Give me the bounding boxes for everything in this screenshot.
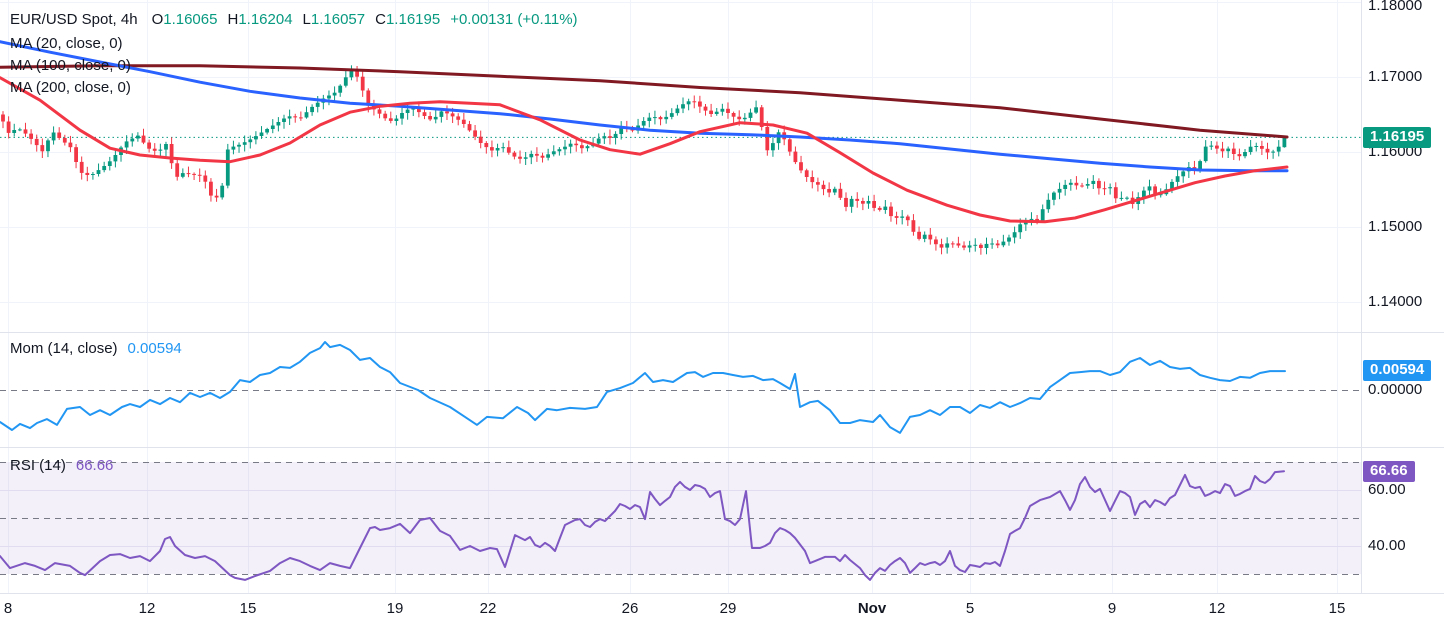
time-tick-label: 5 xyxy=(965,600,975,617)
momentum-badge: 0.00594 xyxy=(1363,360,1432,382)
axis-tick-label: 40.00 xyxy=(1368,537,1406,554)
rsi-label[interactable]: RSI (14) xyxy=(10,457,66,474)
ma200-label[interactable]: MA (200, close, 0) xyxy=(10,79,131,96)
axis-tick-label: 0.00000 xyxy=(1368,381,1423,398)
ohlc-low: L1.16057 xyxy=(302,11,366,28)
legend-momentum: Mom (14, close) 0.00594 xyxy=(10,340,182,357)
time-tick-label: 8 xyxy=(3,600,13,617)
momentum-label[interactable]: Mom (14, close) xyxy=(10,340,118,357)
ma100-line xyxy=(0,40,1289,173)
time-tick-label: 9 xyxy=(1107,600,1117,617)
ohlc-open: O1.16065 xyxy=(151,11,218,28)
time-tick-label: 26 xyxy=(621,600,639,617)
axis-tick-label: 60.00 xyxy=(1368,481,1406,498)
axis-tick-label: 1.17000 xyxy=(1368,68,1423,85)
time-tick-label: 12 xyxy=(1208,600,1226,617)
time-tick-label: 15 xyxy=(1328,600,1346,617)
price-change: +0.00131 (+0.11%) xyxy=(450,11,578,28)
ma20-label[interactable]: MA (20, close, 0) xyxy=(10,35,123,52)
symbol-title[interactable]: EUR/USD Spot, 4h xyxy=(10,11,138,28)
ma20-line xyxy=(0,76,1289,224)
time-tick-label: 15 xyxy=(239,600,257,617)
axis-tick-label: 1.15000 xyxy=(1368,218,1423,235)
legend-rsi: RSI (14) 66.66 xyxy=(10,457,113,474)
ohlc-close: C1.16195 xyxy=(375,11,441,28)
momentum-line xyxy=(0,341,1286,434)
time-tick-label: Nov xyxy=(857,600,887,617)
momentum-value: 0.00594 xyxy=(127,340,182,357)
price-badge: 1.16195 xyxy=(1363,126,1432,148)
candles xyxy=(1,65,1287,255)
rsi-line xyxy=(0,470,1285,581)
time-tick-label: 22 xyxy=(479,600,497,617)
rsi-value: 66.66 xyxy=(75,457,114,474)
ma100-label[interactable]: MA (100, close, 0) xyxy=(10,57,131,74)
axis-tick-label: 1.14000 xyxy=(1368,293,1423,310)
time-axis[interactable]: 8 12 15 19 22 26 29 Nov 5 9 12 15 xyxy=(0,594,1444,630)
price-axis[interactable]: 1.18000 1.17000 1.16000 1.15000 1.14000 0.000… xyxy=(1362,0,1444,593)
rsi-badge: 66.66 xyxy=(1363,460,1415,482)
time-tick-label: 12 xyxy=(138,600,156,617)
time-tick-label: 29 xyxy=(719,600,737,617)
legend-price: EUR/USD Spot, 4h O1.16065 H1.16204 L1.16057… xyxy=(10,11,578,28)
time-tick-label: 19 xyxy=(386,600,404,617)
ma200-line xyxy=(0,64,1289,139)
axis-tick-label: 1.18000 xyxy=(1368,0,1423,14)
ohlc-high: H1.16204 xyxy=(227,11,293,28)
